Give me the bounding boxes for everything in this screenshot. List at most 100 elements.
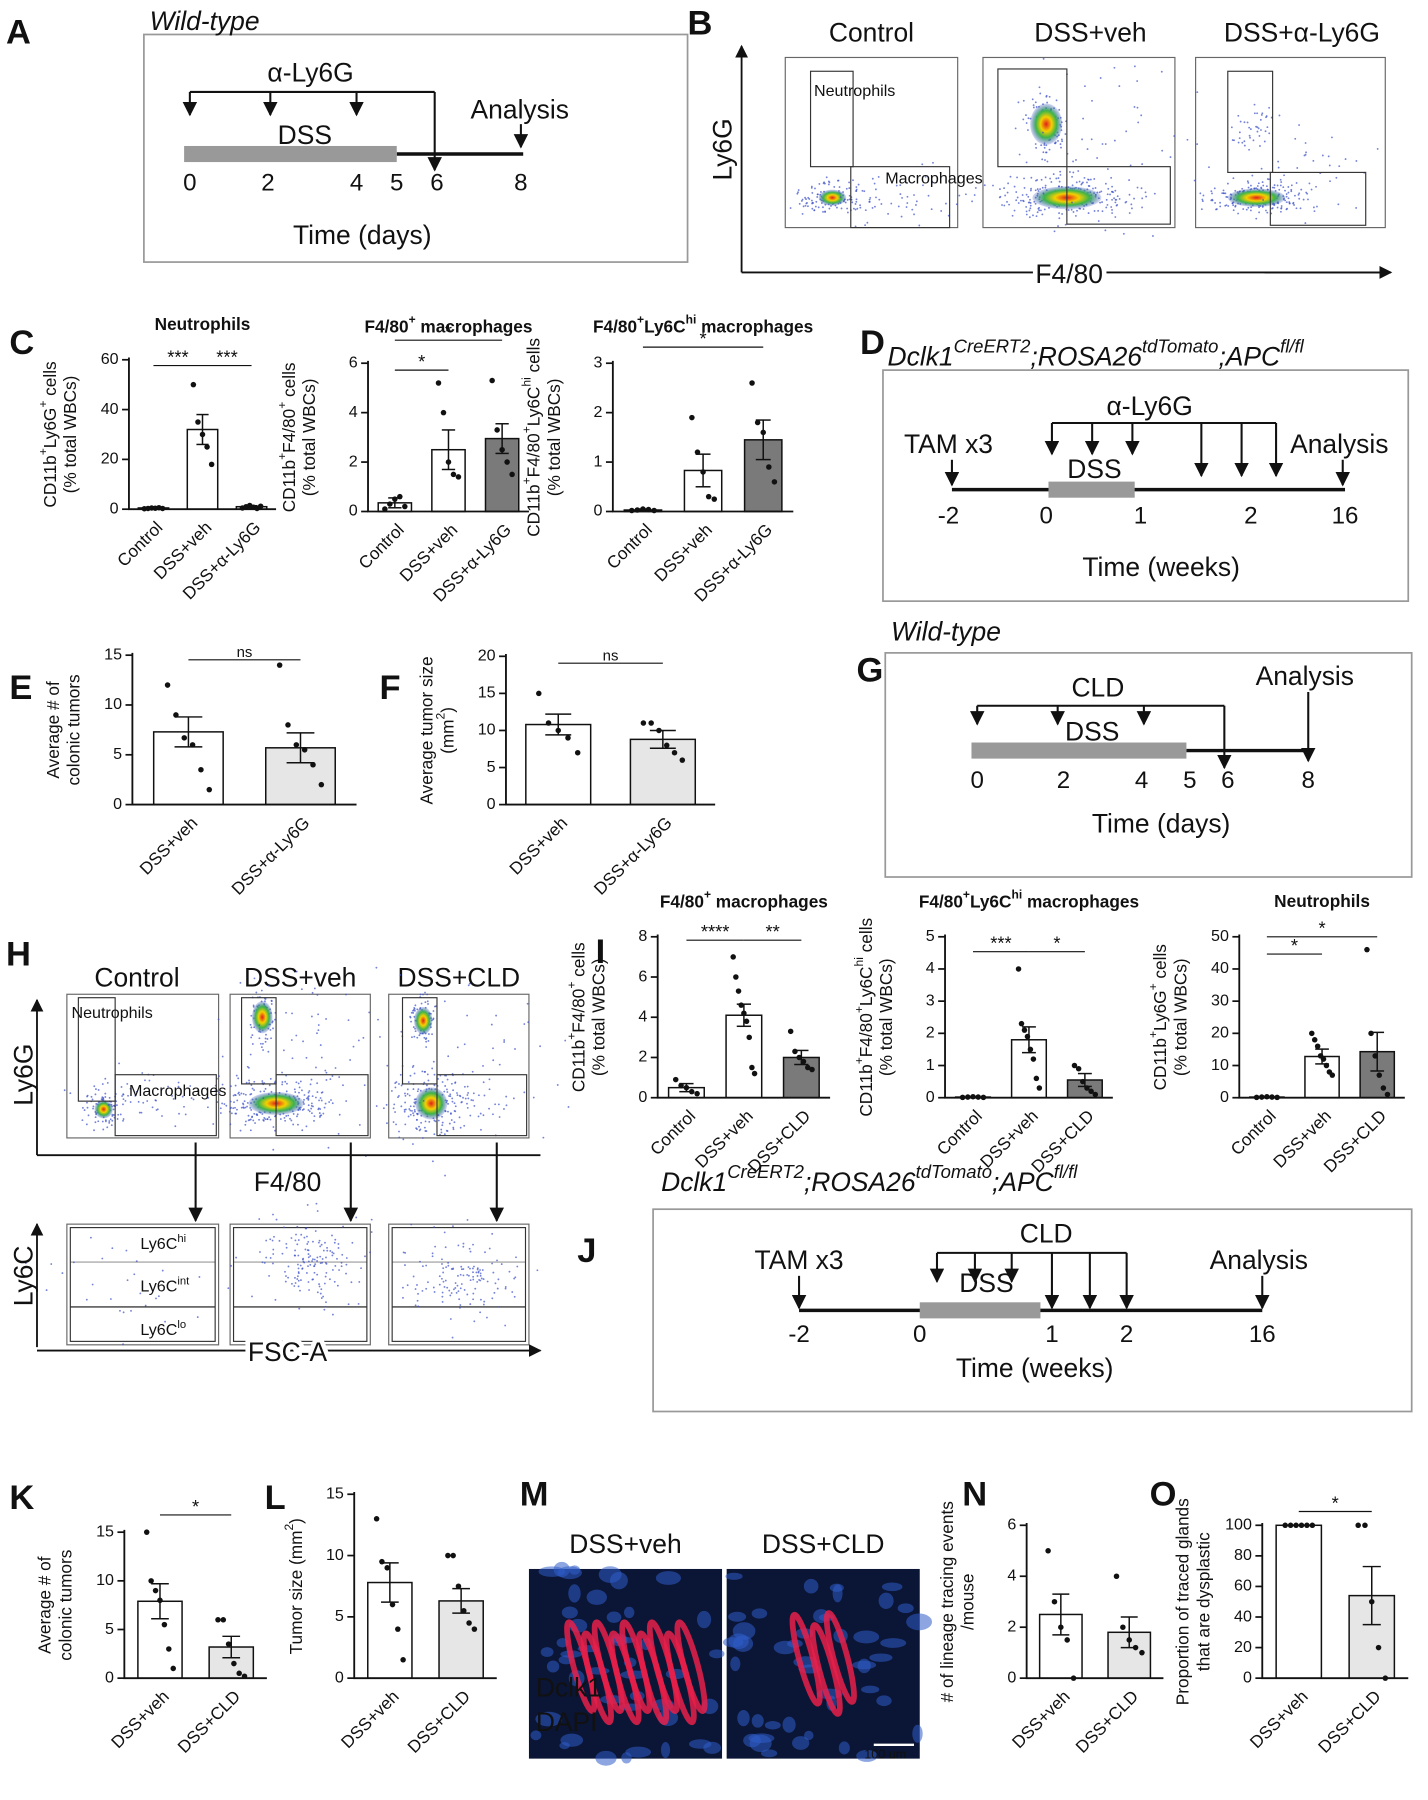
y-axis-label-part: F4/80 xyxy=(855,1013,875,1057)
x-tick-label: DSS+veh xyxy=(107,1686,173,1752)
event-dot xyxy=(345,1257,348,1259)
event-dot xyxy=(174,1125,177,1128)
scale-bar-label: 100 um xyxy=(864,1748,906,1762)
data-point xyxy=(1287,1522,1294,1529)
event-dot xyxy=(423,1081,426,1084)
event-dot xyxy=(804,204,807,207)
event-dot xyxy=(441,1295,444,1298)
data-point xyxy=(689,1088,695,1095)
event-dot xyxy=(437,1077,439,1080)
density-core xyxy=(251,1001,273,1034)
event-dot xyxy=(1221,192,1224,195)
event-dot xyxy=(814,187,816,190)
event-dot xyxy=(120,1086,123,1088)
event-dot xyxy=(817,206,820,209)
dapi-nuclei xyxy=(782,1716,796,1733)
event-dot xyxy=(868,200,871,203)
event-dot xyxy=(440,1131,443,1134)
event-dot xyxy=(454,1287,457,1289)
event-dot xyxy=(189,1085,192,1087)
axes xyxy=(1238,934,1405,1099)
event-dot xyxy=(320,1288,323,1291)
event-dot xyxy=(184,1113,187,1116)
event-dot xyxy=(854,225,857,228)
event-dot xyxy=(358,1280,361,1283)
event-dot xyxy=(292,1112,295,1115)
event-dot xyxy=(806,201,808,204)
event-dot xyxy=(1118,85,1121,87)
event-dot xyxy=(1076,209,1078,212)
event-dot xyxy=(1265,115,1268,117)
event-dot xyxy=(432,1060,435,1063)
y-axis-label-part: Ly6C xyxy=(855,966,875,1006)
event-dot xyxy=(329,1078,332,1081)
event-dot xyxy=(297,1082,300,1085)
event-dot xyxy=(1070,208,1073,211)
density-core xyxy=(414,1006,433,1035)
event-dot xyxy=(69,1092,72,1095)
event-dot xyxy=(532,1096,535,1099)
diagram-title: Dclk1CreERT2;ROSA26tdTomato;APCfl/fl xyxy=(888,336,1305,372)
event-dot xyxy=(261,1261,264,1264)
event-dot xyxy=(1017,202,1020,204)
y-axis-label-part: CD11b xyxy=(855,1064,875,1116)
data-point xyxy=(671,749,678,756)
event-dot xyxy=(302,1108,305,1111)
event-dot xyxy=(267,1050,270,1053)
chart-title-part: F4/80 xyxy=(660,891,704,911)
event-dot xyxy=(838,186,841,188)
event-dot xyxy=(412,1143,414,1145)
data-point xyxy=(392,496,398,502)
event-dot xyxy=(414,1004,417,1007)
event-dot xyxy=(24,1262,27,1265)
event-dot xyxy=(1288,202,1291,205)
event-dot xyxy=(1253,112,1256,115)
event-dot xyxy=(932,161,934,164)
event-dot xyxy=(458,1116,461,1119)
event-dot xyxy=(122,1118,125,1120)
event-dot xyxy=(1141,163,1144,166)
event-dot xyxy=(118,1062,121,1065)
event-dot xyxy=(398,1083,400,1085)
data-point xyxy=(1309,1522,1316,1529)
event-dot xyxy=(251,1043,254,1045)
start-label: TAM x3 xyxy=(904,429,993,459)
event-dot xyxy=(262,1042,264,1045)
event-dot xyxy=(297,1285,300,1288)
event-dot xyxy=(412,1275,415,1278)
event-dot xyxy=(828,207,831,210)
event-dot xyxy=(810,185,813,188)
event-dot xyxy=(1344,158,1347,160)
event-dot xyxy=(250,1036,253,1039)
event-dot xyxy=(148,1079,151,1082)
dapi-nuclei xyxy=(561,1606,578,1619)
event-dot xyxy=(497,1103,500,1106)
event-dot xyxy=(50,1263,53,1265)
event-dot xyxy=(1025,205,1028,208)
data-point xyxy=(754,419,761,426)
event-dot xyxy=(1009,175,1012,178)
event-dot xyxy=(235,1112,238,1115)
event-dot xyxy=(340,1265,343,1268)
data-point xyxy=(387,501,393,507)
event-dot xyxy=(100,1098,103,1100)
y-tick-label: 0 xyxy=(1220,1088,1229,1106)
density-core xyxy=(1030,103,1063,145)
event-dot xyxy=(1252,139,1255,142)
event-dot xyxy=(505,1104,508,1107)
event-dot xyxy=(319,1255,322,1258)
event-dot xyxy=(85,1298,88,1301)
event-dot xyxy=(1249,128,1252,131)
event-dot xyxy=(248,1079,250,1082)
event-dot xyxy=(1027,201,1030,204)
data-point xyxy=(1314,1043,1321,1049)
y-axis-label-part: + xyxy=(1146,1031,1160,1038)
y-axis-label-part: Ly6C xyxy=(523,387,543,427)
event-dot xyxy=(1001,204,1003,206)
data-point xyxy=(751,1070,758,1077)
event-dot xyxy=(1045,151,1048,154)
dapi-nuclei xyxy=(688,1739,712,1749)
event-dot xyxy=(252,1004,255,1007)
event-dot xyxy=(1246,180,1249,183)
event-dot xyxy=(403,1110,406,1113)
